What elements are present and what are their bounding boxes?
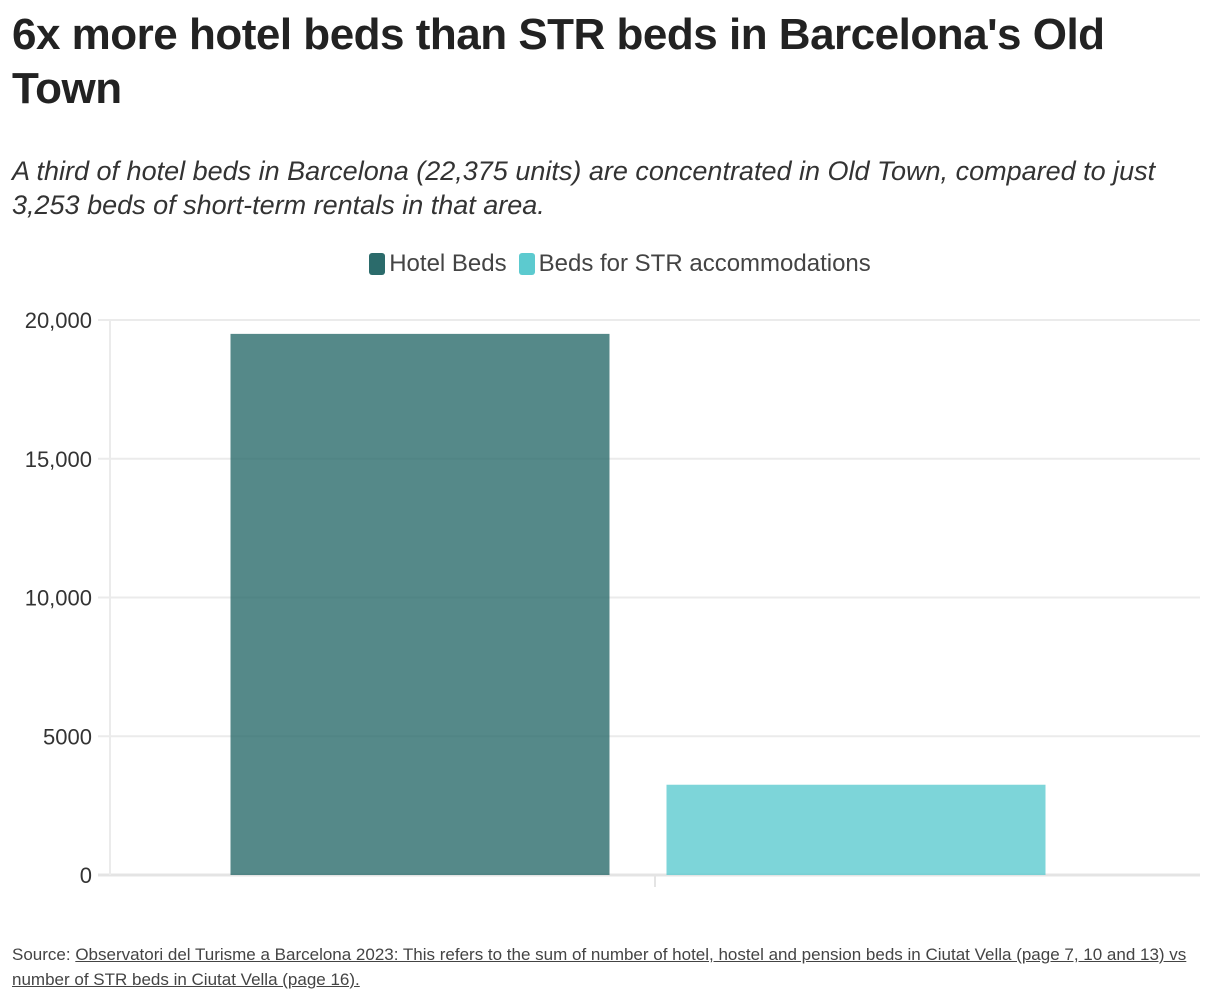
y-tick-label: 0 <box>80 863 92 888</box>
source-note: Source: Observatori del Turisme a Barcel… <box>12 942 1222 992</box>
legend: Hotel Beds Beds for STR accommodations <box>0 250 1228 278</box>
y-tick-label: 10,000 <box>25 586 92 611</box>
source-prefix: Source: <box>12 945 76 964</box>
bar-hotel-beds <box>230 333 610 875</box>
legend-item-hotel-beds[interactable]: Hotel Beds <box>369 250 507 278</box>
legend-item-str-beds[interactable]: Beds for STR accommodations <box>518 250 871 278</box>
legend-label: Beds for STR accommodations <box>538 250 871 277</box>
bar-str-beds <box>666 784 1046 875</box>
legend-swatch-hotel-beds <box>369 253 386 275</box>
chart-subtitle: A third of hotel beds in Barcelona (22,3… <box>12 156 1156 220</box>
legend-swatch-str-beds <box>518 253 535 275</box>
source-link[interactable]: Observatori del Turisme a Barcelona 2023… <box>12 945 1187 989</box>
y-tick-label: 20,000 <box>25 308 92 333</box>
y-tick-label: 15,000 <box>25 447 92 472</box>
y-tick-label: 5000 <box>43 724 92 749</box>
chart-title: 6x more hotel beds than STR beds in Barc… <box>12 10 1105 113</box>
legend-label: Hotel Beds <box>389 250 507 277</box>
